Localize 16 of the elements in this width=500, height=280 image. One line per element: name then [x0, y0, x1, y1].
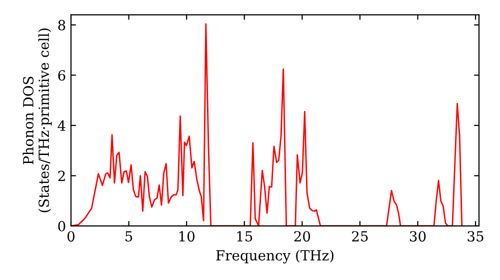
- y-tick-label: 0: [58, 220, 66, 232]
- y-tick-label: 4: [58, 120, 66, 131]
- y-tick-label: 8: [58, 20, 66, 30]
- x-tick-label: 20: [294, 231, 310, 242]
- x-tick-label: 25: [352, 231, 368, 242]
- y-axis-title: Phonon DOS (States/THz·primitive cell): [22, 28, 52, 212]
- y-tick-label: 2: [58, 170, 65, 181]
- x-axis-title: Frequency (THz): [216, 250, 334, 264]
- line-series: [71, 23, 463, 226]
- x-tick-label: 0: [67, 231, 74, 242]
- x-tick-label: 5: [126, 231, 132, 242]
- x-tick-label: 30: [410, 231, 426, 242]
- x-tick-label: 10: [179, 231, 194, 242]
- y-tick-label: 6: [58, 70, 66, 81]
- x-tick-label: 15: [237, 231, 252, 242]
- x-tick-label: 35: [468, 231, 484, 242]
